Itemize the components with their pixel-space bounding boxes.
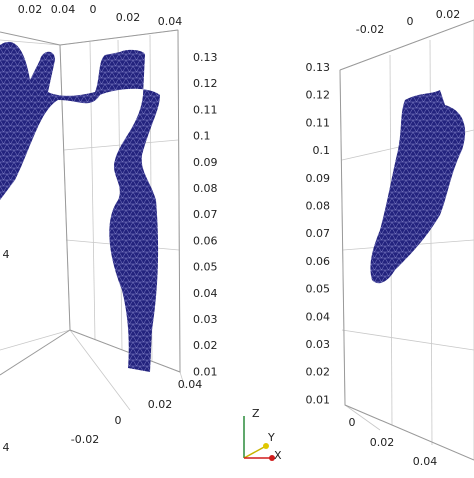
z-tick-label: 0.1: [193, 130, 211, 143]
z-tick-label: 0.11: [193, 103, 218, 116]
tick-label: 0: [349, 416, 356, 429]
z-tick-label: 0.02: [193, 339, 218, 352]
z-tick-label: 0.05: [306, 283, 331, 296]
right-mesh: [370, 90, 466, 284]
tick-label: -0.02: [356, 23, 384, 36]
z-tick-label: 0.13: [193, 51, 218, 64]
z-tick-label: 0.04: [306, 310, 331, 323]
tick-label: 4: [3, 441, 10, 454]
axes-triad: Z Y X: [243, 407, 282, 462]
tick-label: 0.02: [18, 3, 43, 16]
tick-label: 0.02: [116, 11, 141, 24]
tick-label: 0.02: [370, 436, 395, 449]
z-tick-label: 0.12: [193, 77, 218, 90]
z-tick-label: 0.04: [193, 287, 218, 300]
z-tick-label: 0.12: [306, 89, 331, 102]
z-tick-label: 0.03: [193, 313, 218, 326]
triad-label: X: [274, 449, 282, 462]
tick-label: 0.04: [158, 15, 183, 28]
z-tick-label: 0.02: [306, 366, 331, 379]
z-tick-label: 0.08: [193, 182, 218, 195]
z-tick-label: 0.01: [306, 393, 331, 406]
tick-label: 0.02: [436, 8, 461, 21]
z-tick-label: 0.11: [306, 116, 331, 129]
z-tick-label: 0.13: [306, 61, 331, 74]
left-mesh: [0, 41, 160, 373]
tick-label: 0: [115, 414, 122, 427]
z-tick-label: 0.06: [193, 234, 218, 247]
tick-label: 4: [3, 248, 10, 261]
z-tick-label: 0.09: [193, 156, 218, 169]
z-tick-label: 0.05: [193, 261, 218, 274]
z-tick-label: 0.08: [306, 200, 331, 213]
z-tick-label: 0.07: [193, 208, 218, 221]
tick-label: 0.04: [413, 455, 438, 468]
z-tick-label: 0.06: [306, 255, 331, 268]
z-tick-label: 0.07: [306, 227, 331, 240]
triad-label: Z: [252, 407, 260, 420]
tick-label: 0.02: [148, 398, 173, 411]
tick-label: 0: [90, 3, 97, 16]
triad-label: Y: [267, 431, 275, 444]
right-frame: [339, 19, 474, 461]
tick-label: 0: [407, 15, 414, 28]
left-frame: [0, 29, 181, 376]
tick-label: 0.04: [51, 3, 76, 16]
z-tick-label: 0.01: [193, 365, 218, 378]
z-tick-label: 0.03: [306, 338, 331, 351]
tick-label: 0.04: [178, 378, 203, 391]
z-tick-label: 0.09: [306, 172, 331, 185]
tick-label: -0.02: [71, 433, 99, 446]
z-tick-label: 0.1: [313, 144, 331, 157]
